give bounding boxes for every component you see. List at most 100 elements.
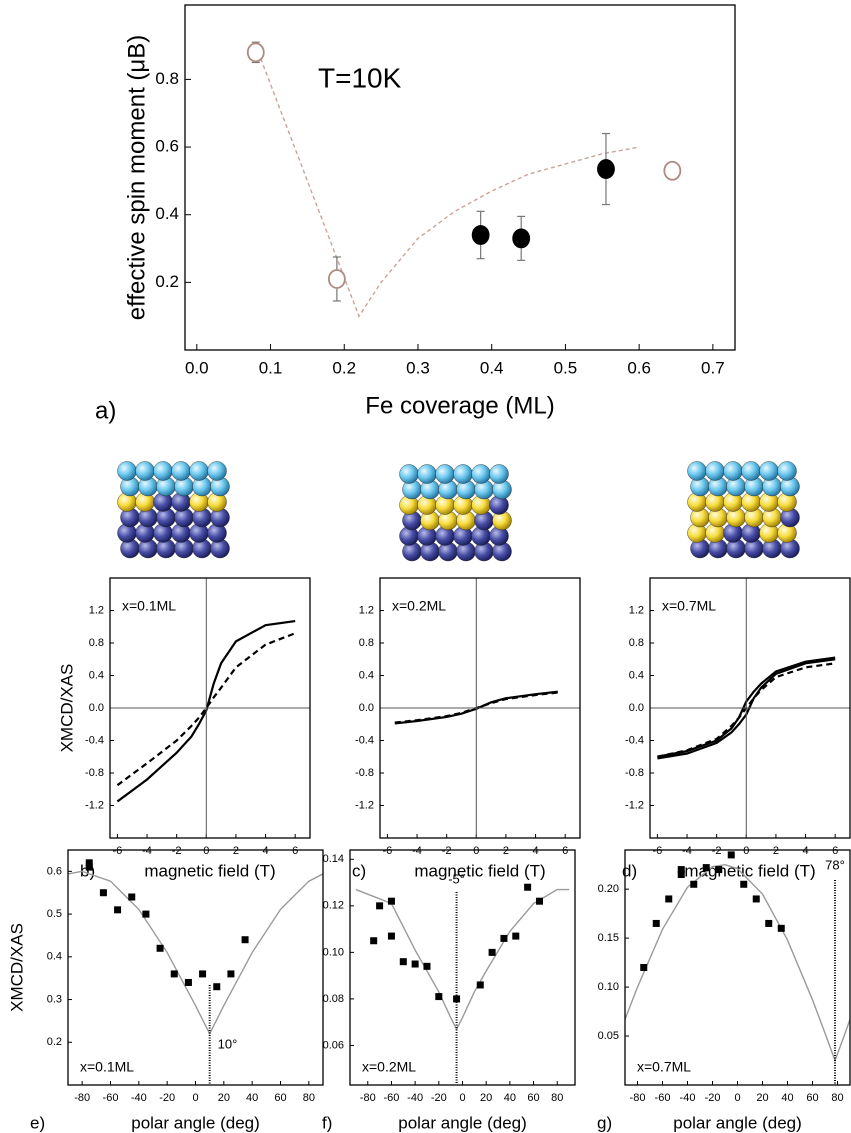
x-tick-label: -80 — [630, 1092, 646, 1104]
x-tick-label: 6 — [832, 845, 838, 857]
x-tick-label: 20 — [756, 1092, 768, 1104]
x-tick-label: 40 — [781, 1092, 793, 1104]
x-tick-label: 60 — [274, 1092, 286, 1104]
plot-area — [355, 883, 570, 1031]
y-tick-label: 0.14 — [323, 853, 344, 865]
annotation: x=0.1ML — [80, 1059, 134, 1075]
y-tick-label: 0.3 — [47, 993, 62, 1005]
y-tick-label: 0.8 — [359, 637, 374, 649]
x-tick-label: -4 — [412, 845, 422, 857]
point — [184, 978, 192, 986]
x-tick-label: 0 — [459, 1092, 465, 1104]
atom — [153, 461, 173, 481]
x-axis-label: magnetic field (T) — [414, 861, 545, 880]
point — [227, 970, 235, 978]
x-tick-label: 6 — [292, 845, 298, 857]
y-tick-label: -1.2 — [85, 799, 104, 811]
y-tick-label: 0.10 — [598, 981, 619, 993]
point — [327, 269, 346, 289]
y-tick-label: 0.20 — [598, 883, 619, 895]
y-tick-label: 0.5 — [47, 908, 62, 920]
y-tick-label: -0.8 — [85, 767, 104, 779]
x-tick-label: -2 — [712, 845, 722, 857]
point — [99, 889, 107, 897]
annotation: x=0.1ML — [122, 598, 176, 614]
panel-label: f) — [322, 1113, 332, 1132]
x-tick-label: 0.6 — [627, 358, 651, 377]
y-tick-label: 0.2 — [47, 1036, 62, 1048]
y-tick-label: 0.6 — [47, 865, 62, 877]
x-tick-label: -80 — [74, 1092, 90, 1104]
point — [702, 864, 710, 872]
atom — [453, 464, 473, 484]
point — [199, 970, 207, 978]
point — [85, 859, 93, 867]
atom — [489, 464, 509, 484]
series-line — [68, 870, 323, 1036]
y-tick-label: 0.6 — [155, 137, 179, 156]
x-tick-label: 0 — [743, 845, 749, 857]
y-tick-label: 0.15 — [598, 932, 619, 944]
y-tick-label: 0.4 — [89, 669, 104, 681]
plot-frame — [349, 849, 576, 1086]
x-tick-label: -60 — [655, 1092, 671, 1104]
plot-area — [68, 859, 323, 1036]
y-tick-label: 1.2 — [629, 604, 644, 616]
point — [114, 906, 122, 914]
y-tick-label: 0.10 — [323, 946, 344, 958]
x-tick-label: 0.7 — [701, 358, 725, 377]
point — [213, 983, 221, 991]
point — [488, 948, 496, 956]
point — [476, 981, 484, 989]
x-tick-label: 80 — [831, 1092, 843, 1104]
y-tick-label: 0.0 — [359, 702, 374, 714]
y-tick-label: -0.4 — [625, 734, 644, 746]
x-tick-label: 2 — [773, 845, 779, 857]
y-tick-label: 0.0 — [629, 702, 644, 714]
y-tick-label: 0.4 — [359, 669, 374, 681]
x-tick-label: 0.2 — [332, 358, 356, 377]
y-tick-label: 0.4 — [629, 669, 644, 681]
x-tick-label: 0 — [473, 845, 479, 857]
point — [411, 960, 419, 968]
x-tick-label: 0.0 — [185, 358, 209, 377]
atom — [687, 461, 707, 481]
point — [387, 897, 395, 905]
y-tick-label: 0.8 — [629, 637, 644, 649]
panel-label: e) — [30, 1113, 45, 1132]
panel-label: d) — [622, 861, 637, 880]
plot-frame — [379, 577, 581, 839]
point — [142, 910, 150, 918]
point — [752, 895, 760, 903]
point — [524, 883, 532, 891]
y-tick-label: -1.2 — [355, 799, 374, 811]
y-tick-label: 0.12 — [323, 900, 344, 912]
x-tick-label: 20 — [480, 1092, 492, 1104]
panel-label: a) — [95, 397, 116, 424]
x-tick-label: 60 — [806, 1092, 818, 1104]
point — [677, 866, 685, 874]
annotation: x=0.7ML — [637, 1059, 691, 1075]
marker-label: 10° — [218, 1036, 238, 1051]
series-line — [625, 863, 850, 1063]
x-tick-label: -4 — [142, 845, 152, 857]
annotation: x=0.2ML — [392, 598, 446, 614]
y-tick-label: 1.2 — [89, 604, 104, 616]
atom — [435, 464, 455, 484]
x-tick-label: 40 — [504, 1092, 516, 1104]
x-tick-label: -6 — [653, 845, 663, 857]
point — [727, 851, 735, 859]
point — [665, 895, 673, 903]
x-tick-label: -80 — [360, 1092, 376, 1104]
x-tick-label: 60 — [527, 1092, 539, 1104]
atom — [723, 461, 743, 481]
x-tick-label: -4 — [682, 845, 692, 857]
x-tick-label: 4 — [802, 845, 808, 857]
x-axis-label: Fe coverage (ML) — [365, 392, 554, 419]
x-tick-label: 20 — [218, 1092, 230, 1104]
x-tick-label: 80 — [303, 1092, 315, 1104]
panel-label: c) — [352, 861, 366, 880]
point — [128, 893, 136, 901]
y-tick-label: -0.8 — [625, 767, 644, 779]
y-tick-label: -0.4 — [355, 734, 374, 746]
